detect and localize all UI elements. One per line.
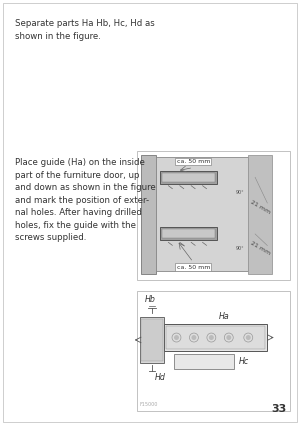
Bar [160, 171, 217, 184]
Bar [160, 227, 217, 241]
Bar [166, 326, 265, 349]
Text: 21 mm: 21 mm [250, 241, 271, 256]
Text: F15000: F15000 [140, 402, 158, 407]
Text: 90°: 90° [236, 190, 245, 195]
Text: 90°: 90° [236, 246, 245, 251]
Bar [136, 151, 290, 280]
Text: Place guide (Ha) on the inside
part of the furniture door, up
and down as shown : Place guide (Ha) on the inside part of t… [15, 159, 156, 242]
Circle shape [246, 335, 251, 340]
Bar [136, 291, 290, 411]
Bar [164, 324, 267, 351]
Text: 21 mm: 21 mm [250, 199, 271, 215]
Text: Hc: Hc [239, 357, 249, 366]
Text: Ha: Ha [218, 312, 229, 321]
Text: Separate parts Ha Hb, Hc, Hd as
shown in the figure.: Separate parts Ha Hb, Hc, Hd as shown in… [15, 19, 155, 41]
Bar [174, 354, 234, 369]
Text: ca. 50 mm: ca. 50 mm [177, 265, 210, 270]
Circle shape [226, 335, 231, 340]
Bar [162, 173, 215, 182]
Text: Hb: Hb [145, 295, 155, 304]
Bar [141, 319, 163, 361]
Bar [140, 317, 164, 363]
Circle shape [209, 335, 214, 340]
Text: ca. 50 mm: ca. 50 mm [177, 159, 210, 164]
Bar [141, 155, 156, 274]
Text: 33: 33 [272, 404, 287, 414]
Circle shape [191, 335, 196, 340]
Bar [156, 157, 248, 271]
Bar [248, 155, 272, 274]
Text: Hd: Hd [155, 373, 166, 382]
Bar [162, 230, 215, 238]
Circle shape [174, 335, 179, 340]
